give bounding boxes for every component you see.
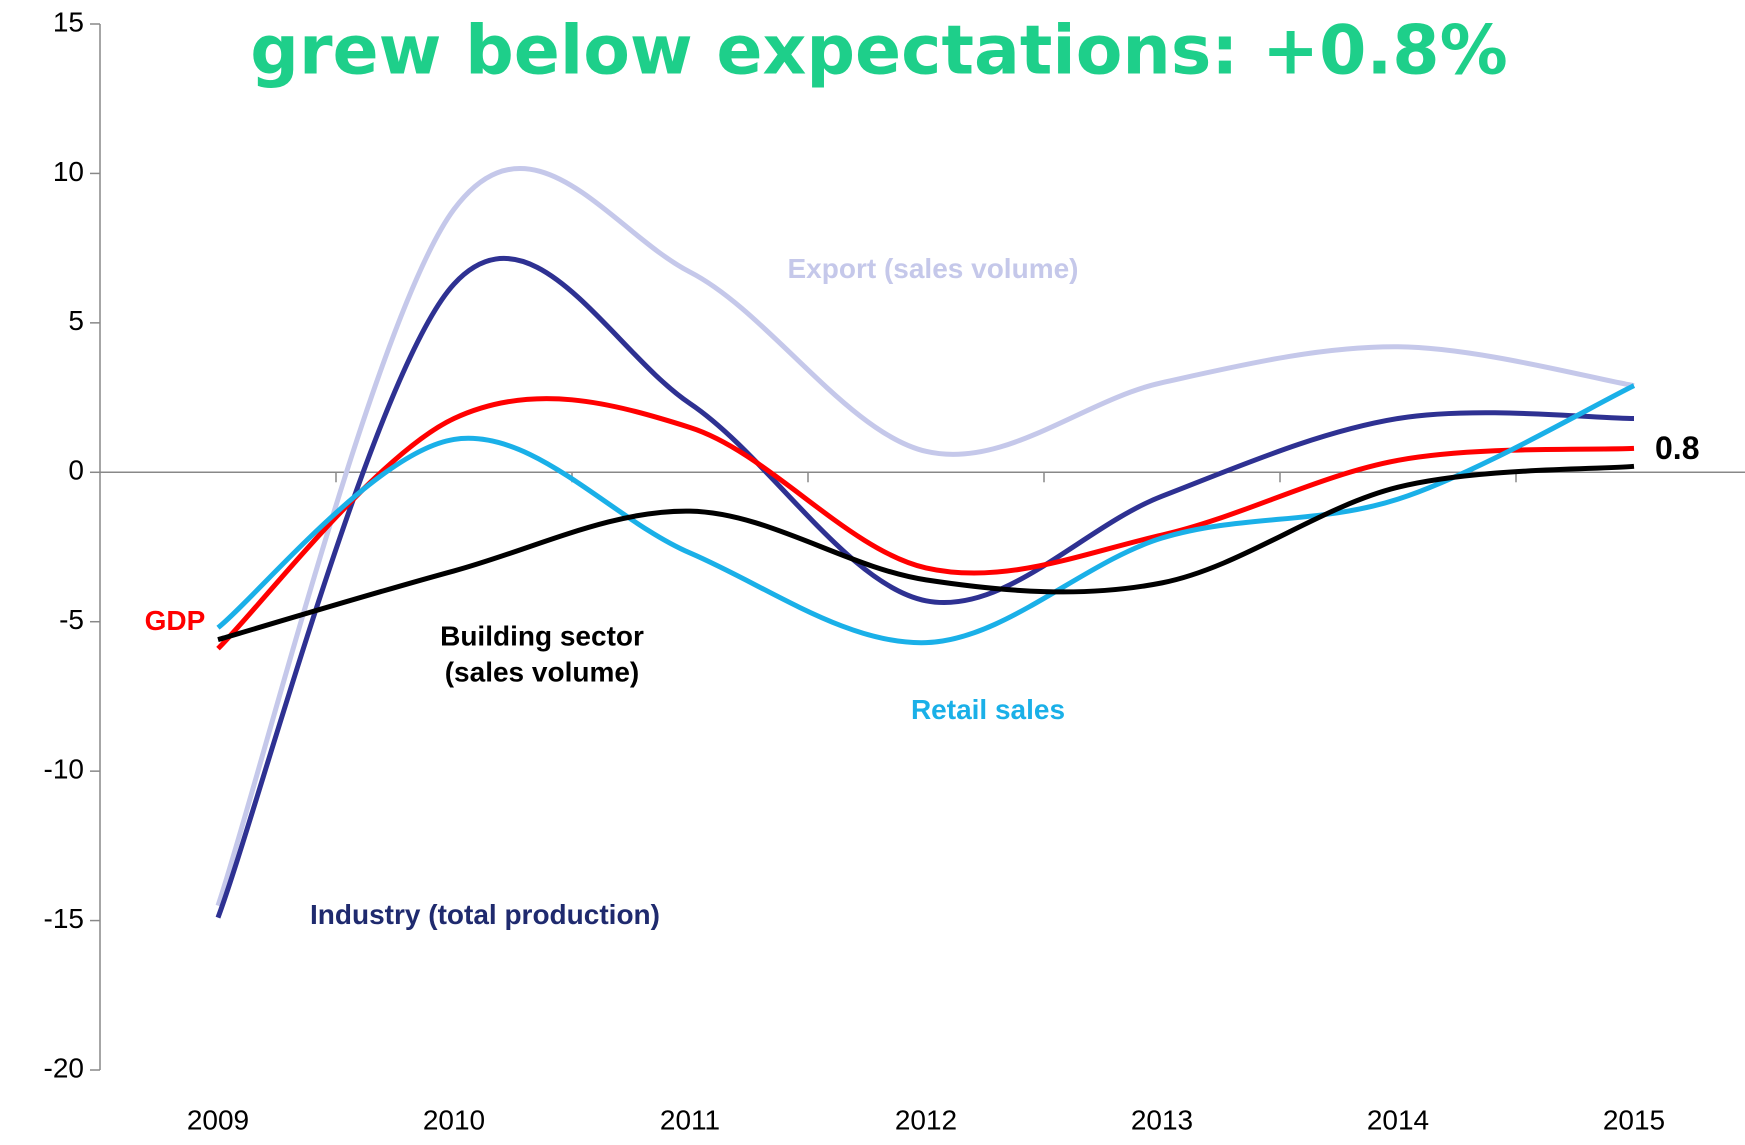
y-tick-label: 5: [68, 305, 84, 336]
series-label: Building sector (sales volume): [440, 620, 644, 688]
x-tick-label: 2014: [1367, 1104, 1429, 1135]
x-tick-label: 2011: [660, 1104, 720, 1135]
y-tick-label: -20: [44, 1052, 84, 1083]
series-line: [217, 463, 1635, 643]
series-label: Retail sales: [910, 693, 1066, 725]
y-tick-label: 15: [53, 6, 84, 37]
x-tick-label: 2013: [1131, 1104, 1193, 1135]
x-tick-label: 2012: [895, 1104, 957, 1135]
series-line: [215, 166, 1635, 907]
data-label: 0.8: [1655, 430, 1699, 466]
y-tick-label: -15: [44, 903, 84, 934]
series-label: Export (sales volume): [787, 252, 1079, 284]
chart-title: grew below expectations: +0.8%: [250, 12, 1507, 91]
y-tick-label: -10: [44, 754, 84, 785]
y-tick-label: -5: [59, 604, 84, 635]
series-line: [216, 383, 1636, 646]
x-tick-label: 2009: [187, 1104, 249, 1135]
series-label: GDP: [144, 604, 206, 636]
series-line: [215, 255, 1635, 919]
x-tick-label: 2015: [1603, 1104, 1665, 1135]
series-line: [216, 396, 1635, 651]
y-tick-label: 0: [68, 455, 84, 486]
y-tick-label: 10: [53, 156, 84, 187]
series-label: Industry (total production): [310, 898, 660, 930]
x-tick-label: 2010: [423, 1104, 485, 1135]
